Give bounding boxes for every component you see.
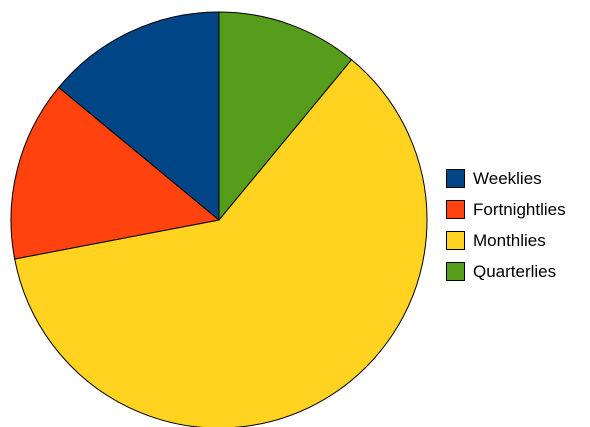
legend-swatch-weeklies — [446, 169, 465, 188]
pie-slice-weeklies — [58, 11, 220, 221]
legend-item-fortnightlies: Fortnightlies — [446, 194, 566, 225]
pie-slice-monthlies — [14, 59, 428, 427]
legend-item-weeklies: Weeklies — [446, 163, 566, 194]
legend-label-monthlies: Monthlies — [473, 230, 546, 250]
legend-label-fortnightlies: Fortnightlies — [473, 199, 566, 219]
legend-item-quarterlies: Quarterlies — [446, 256, 566, 287]
legend-label-weeklies: Weeklies — [473, 168, 542, 188]
legend-swatch-fortnightlies — [446, 200, 465, 219]
legend-swatch-monthlies — [446, 231, 465, 250]
chart-legend: Weeklies Fortnightlies Monthlies Quarter… — [446, 163, 566, 287]
legend-label-quarterlies: Quarterlies — [473, 261, 557, 281]
legend-item-monthlies: Monthlies — [446, 225, 566, 256]
pie-slice-quarterlies — [218, 11, 353, 221]
pie-slice-fortnightlies — [10, 86, 220, 260]
legend-swatch-quarterlies — [446, 262, 465, 281]
